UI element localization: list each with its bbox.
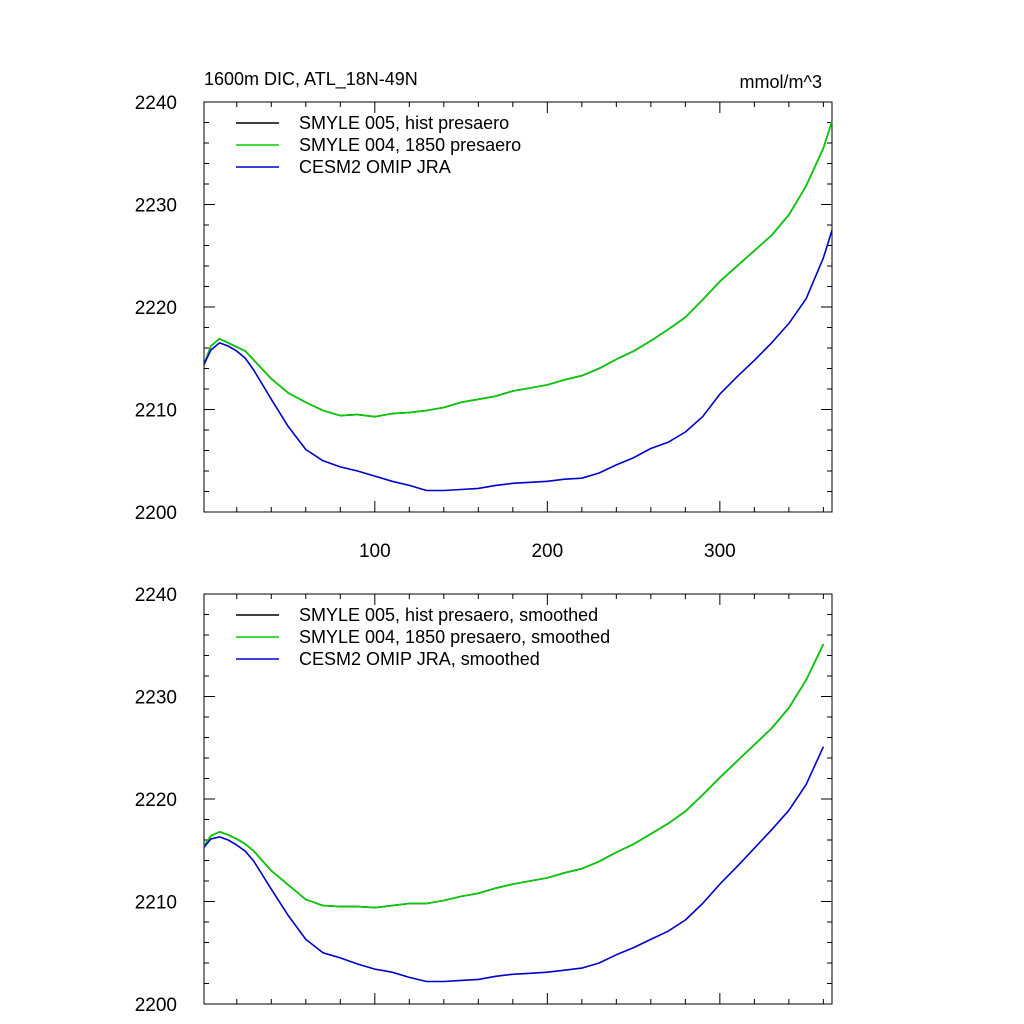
series-line-2: [203, 121, 833, 418]
y-tick-label: 2210: [135, 401, 177, 422]
y-tick-label: 2200: [135, 995, 177, 1016]
y-tick-label: 2240: [135, 585, 177, 606]
legend-label: SMYLE 004, 1850 presaero, smoothed: [299, 627, 610, 647]
legend-label: SMYLE 005, hist presaero: [299, 113, 509, 133]
x-tick-label: 100: [359, 541, 391, 562]
series-line-3: [203, 229, 833, 492]
series-line-2: [203, 643, 825, 909]
series-line-3: [203, 746, 825, 983]
y-tick-label: 2230: [135, 196, 177, 217]
units-label: mmol/m^3: [740, 72, 822, 92]
legend-label: CESM2 OMIP JRA, smoothed: [299, 649, 540, 669]
x-tick-label: 300: [704, 541, 736, 562]
y-tick-label: 2220: [135, 790, 177, 811]
y-tick-label: 2240: [135, 93, 177, 114]
series-line-1: [203, 643, 825, 909]
y-tick-label: 2220: [135, 298, 177, 319]
y-tick-label: 2210: [135, 893, 177, 914]
x-tick-label: 200: [531, 541, 563, 562]
legend-label: SMYLE 005, hist presaero, smoothed: [299, 605, 598, 625]
legend-label: CESM2 OMIP JRA: [299, 157, 451, 177]
legend-label: SMYLE 004, 1850 presaero: [299, 135, 521, 155]
y-tick-label: 2230: [135, 688, 177, 709]
y-tick-label: 2200: [135, 503, 177, 524]
chart-title: 1600m DIC, ATL_18N-49N: [204, 69, 418, 90]
top-panel: 2200 2210 2220 2230 2240 100 200 300 SMYLE 005, …: [135, 69, 833, 562]
bottom-panel: 2200 2210 2220 2230 2240 SMYLE 005, hist pres…: [135, 585, 833, 1016]
